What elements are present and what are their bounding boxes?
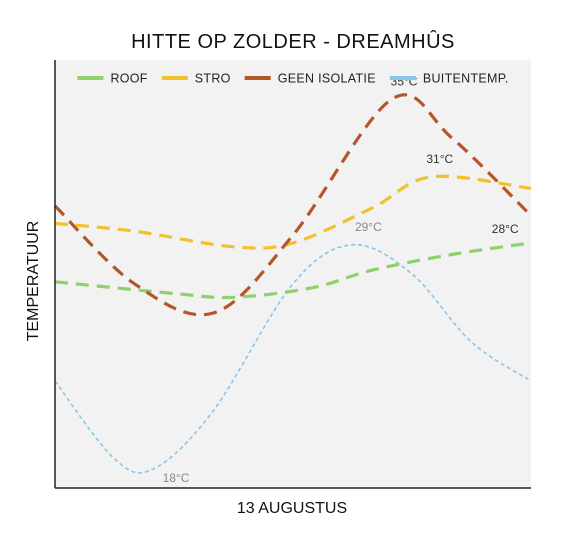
series-line-stro [54,174,532,250]
chart-title: HITTE OP ZOLDER - DREAMHÛS [131,30,455,53]
plot-area [55,60,531,488]
legend-label: STRO [195,72,231,86]
legend-item: GEEN ISOLATIE [244,72,376,86]
data-label: 28°C [492,222,519,236]
series-line-roof [54,241,532,300]
data-label: 31°C [426,152,453,166]
data-label: 18°C [163,471,190,485]
series-line-geen-isolatie [53,93,533,317]
legend-label: GEEN ISOLATIE [278,72,376,86]
y-axis-label: TEMPERATUUR [25,221,42,342]
legend: ROOF STRO GEEN ISOLATIE BUITENTEMP. [77,72,508,86]
x-axis-label: 13 AUGUSTUS [237,500,347,517]
legend-item: BUITENTEMP. [389,72,509,86]
legend-label: ROOF [110,72,147,86]
legend-item: STRO [161,72,231,86]
legend-item: ROOF [77,72,148,86]
legend-label: BUITENTEMP. [423,72,509,86]
data-label: 29°C [355,220,382,234]
series-layer [53,93,533,474]
